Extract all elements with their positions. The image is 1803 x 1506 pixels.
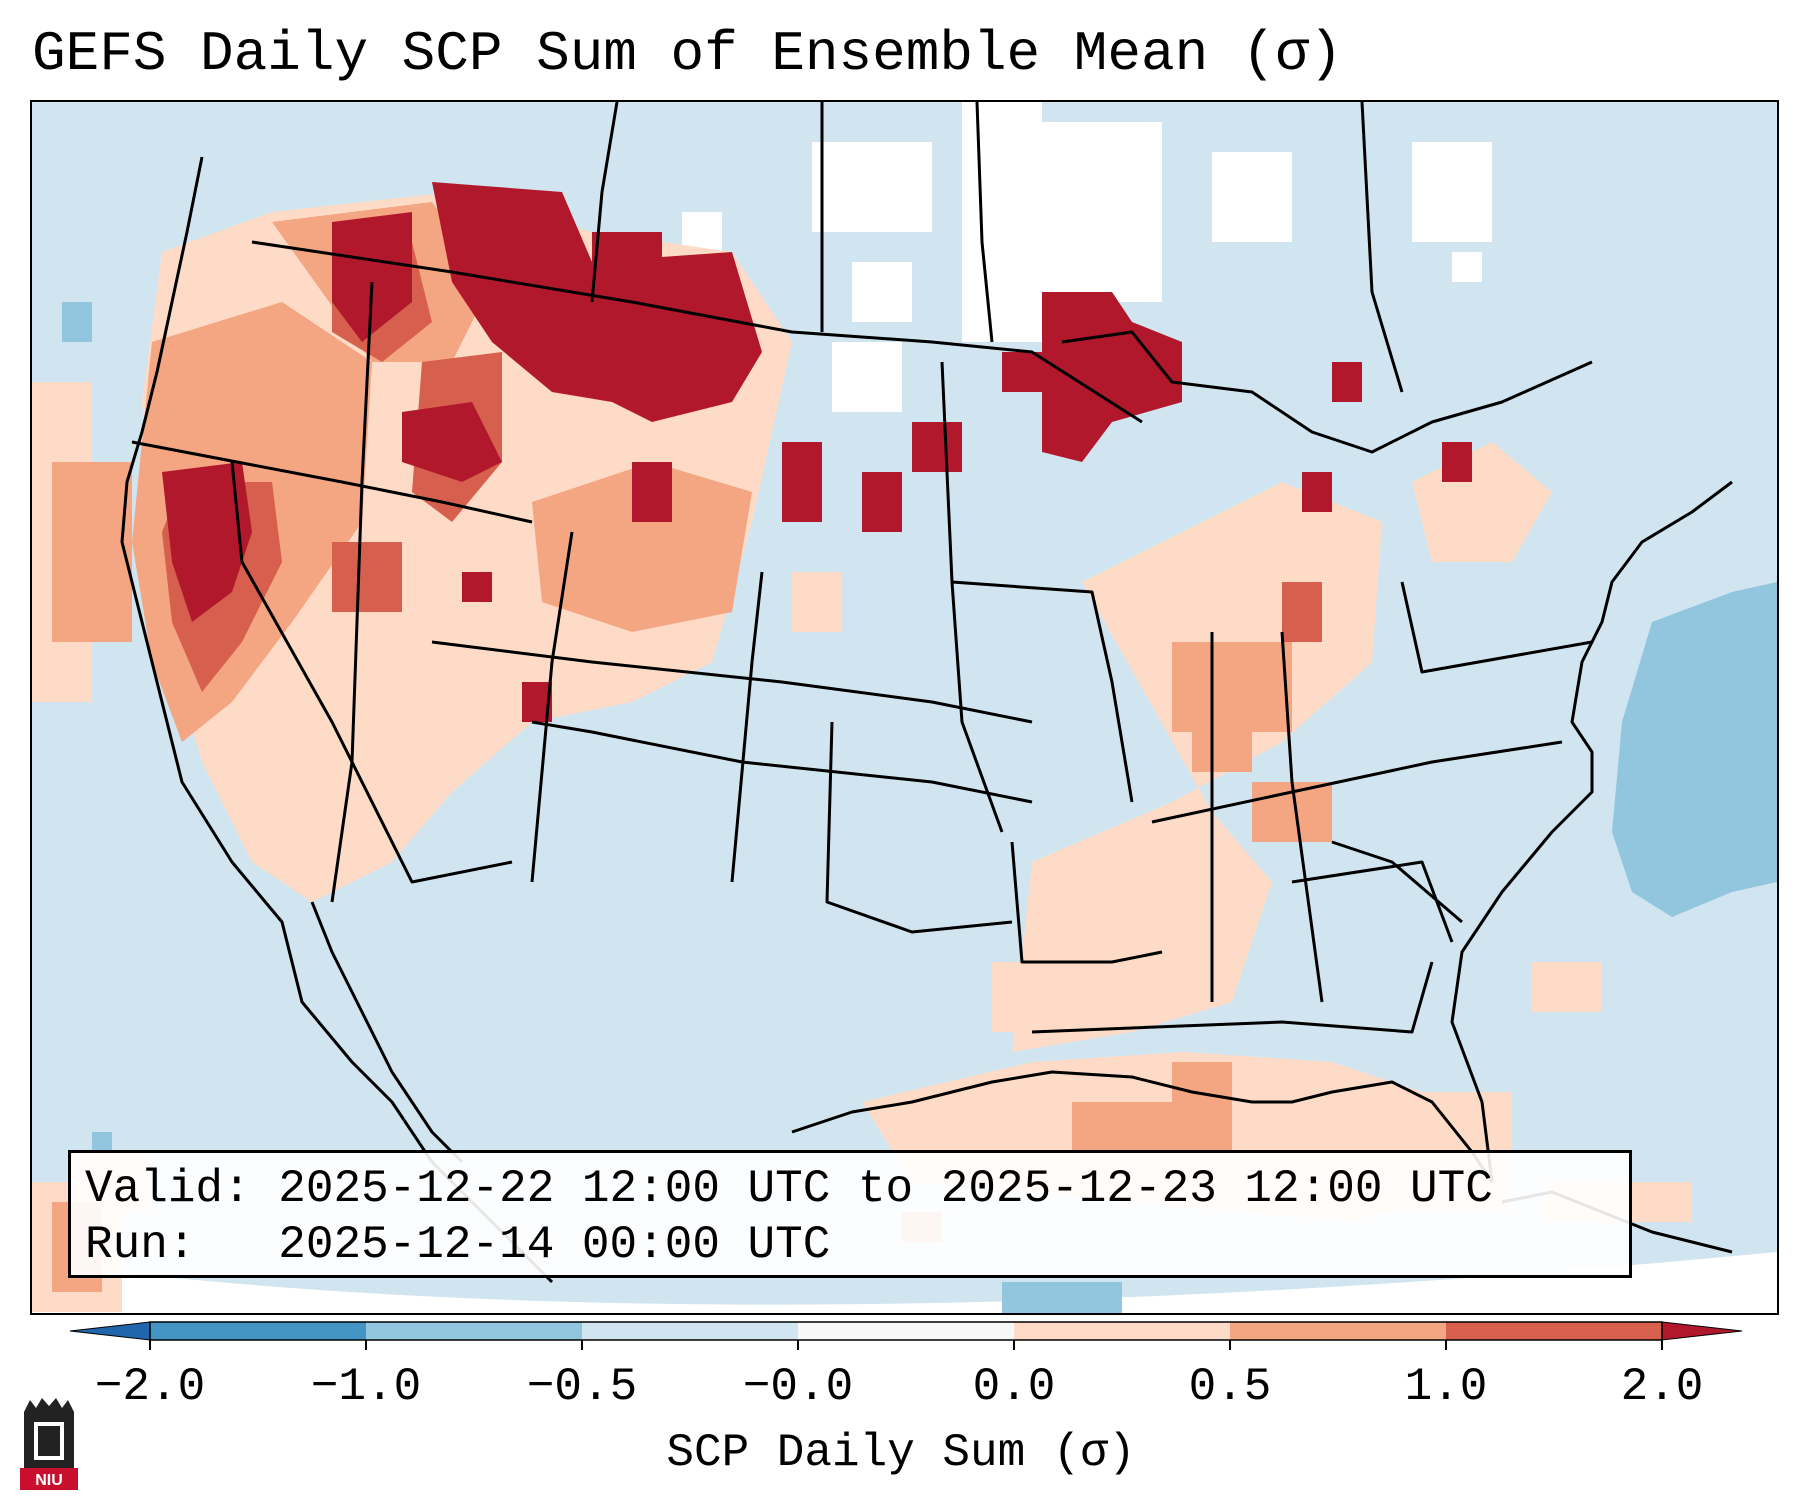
colorbar-outline	[149, 1321, 1663, 1341]
run-label: Run:	[85, 1219, 196, 1271]
pacific-negative-field	[62, 302, 92, 342]
colorbar	[70, 1321, 1743, 1350]
colorbar-bin	[798, 1322, 1014, 1340]
colorbar-bin	[1014, 1322, 1230, 1340]
valid-value: 2025-12-22 12:00 UTC to 2025-12-23 12:00…	[278, 1163, 1493, 1215]
colorbar-tick-label: −0.0	[742, 1361, 854, 1413]
colorbar-tick-label: −1.0	[310, 1361, 422, 1413]
us-coastline-west	[120, 156, 554, 1284]
map-panel[interactable]	[30, 100, 1779, 1315]
colorbar-tick-label: 0.0	[972, 1361, 1056, 1413]
niu-logo: NIU	[20, 1398, 78, 1490]
map-title: GEFS Daily SCP Sum of Ensemble Mean (σ)	[32, 22, 1343, 86]
west-extreme-positive-field	[162, 182, 1472, 722]
map-boundaries	[120, 102, 1733, 1284]
state-line-3	[330, 281, 374, 903]
scp-map	[32, 102, 1777, 1313]
canada-us-border	[251, 240, 1143, 424]
atlantic-negative-field	[1612, 582, 1777, 917]
colorbar-label: SCP Daily Sum (σ)	[666, 1427, 1136, 1479]
colorbar-bin	[1230, 1322, 1446, 1340]
state-line-8	[825, 721, 1013, 934]
state-line-14	[1151, 740, 1563, 824]
great-lakes-border	[1061, 330, 1593, 454]
colorbar-tick-label: 2.0	[1620, 1361, 1704, 1413]
state-line-2	[230, 461, 513, 884]
state-line-16	[1291, 860, 1454, 943]
state-line-18	[1331, 840, 1463, 924]
colorbar-bin	[1446, 1322, 1662, 1340]
gulf-moderate-field	[902, 1062, 1232, 1242]
state-line-7	[730, 571, 764, 883]
state-line-11	[1010, 841, 1163, 964]
state-line-1	[131, 440, 533, 524]
colorbar-extend-high	[1661, 1321, 1743, 1341]
state-line-15	[1400, 581, 1593, 674]
atlantic-coast	[1450, 480, 1733, 1183]
canada-provinces	[590, 102, 1404, 393]
canada-neutral-field	[682, 122, 1492, 412]
gulf-coast	[791, 1070, 1494, 1183]
colorbar-tick-label: −2.0	[94, 1361, 206, 1413]
colorbar-bin	[366, 1322, 582, 1340]
colorbar-tick-label: −0.5	[526, 1361, 638, 1413]
state-line-4	[431, 640, 1033, 724]
colorbar-bin	[150, 1322, 366, 1340]
outside-domain-region	[32, 1252, 1777, 1313]
colorbar-extend-low	[70, 1321, 151, 1341]
state-line-6	[530, 531, 574, 883]
state-line-13	[1280, 631, 1324, 1003]
state-line-5	[531, 720, 1033, 804]
baja-coast	[310, 901, 464, 1164]
valid-label: Valid:	[85, 1163, 251, 1215]
valid-run-info-box: Valid: 2025-12-22 12:00 UTC to 2025-12-2…	[68, 1150, 1632, 1278]
colorbar-tick-label: 1.0	[1404, 1361, 1488, 1413]
colorbar-bin	[582, 1322, 798, 1340]
run-value: 2025-12-14 00:00 UTC	[278, 1219, 831, 1271]
state-line-17	[1031, 961, 1434, 1034]
colorbar-tick-label: 0.5	[1188, 1361, 1272, 1413]
state-line-10	[951, 580, 1134, 803]
state-line-9	[940, 361, 1004, 833]
logo-text: NIU	[35, 1472, 63, 1489]
